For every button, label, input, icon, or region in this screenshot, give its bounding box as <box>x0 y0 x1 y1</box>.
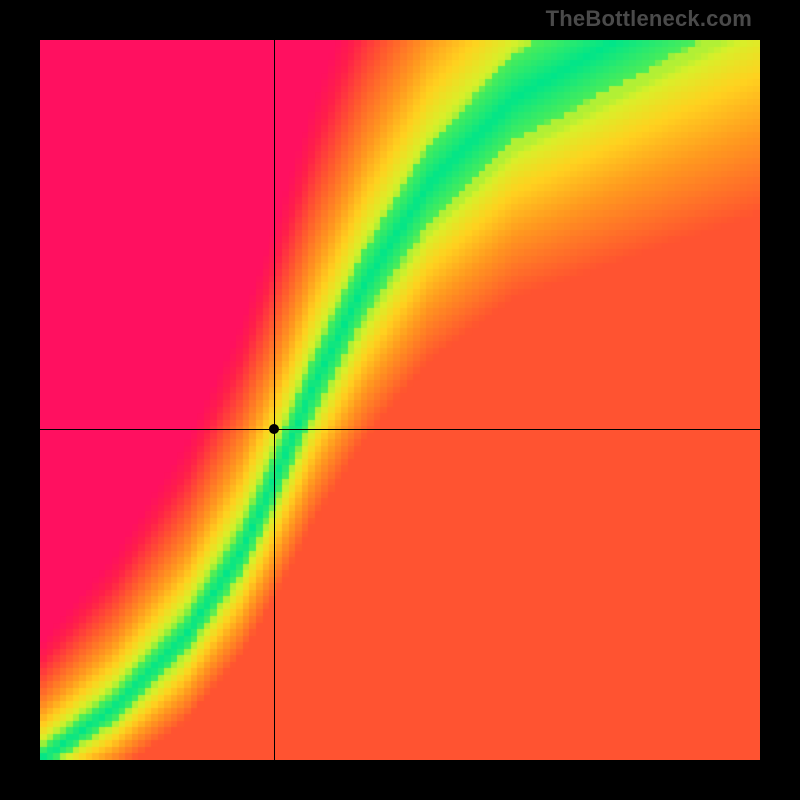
heatmap-canvas <box>40 40 760 760</box>
watermark-text: TheBottleneck.com <box>546 6 752 32</box>
crosshair-vertical <box>274 40 275 760</box>
selection-marker <box>269 424 279 434</box>
crosshair-horizontal <box>40 429 760 430</box>
heatmap-plot <box>40 40 760 760</box>
